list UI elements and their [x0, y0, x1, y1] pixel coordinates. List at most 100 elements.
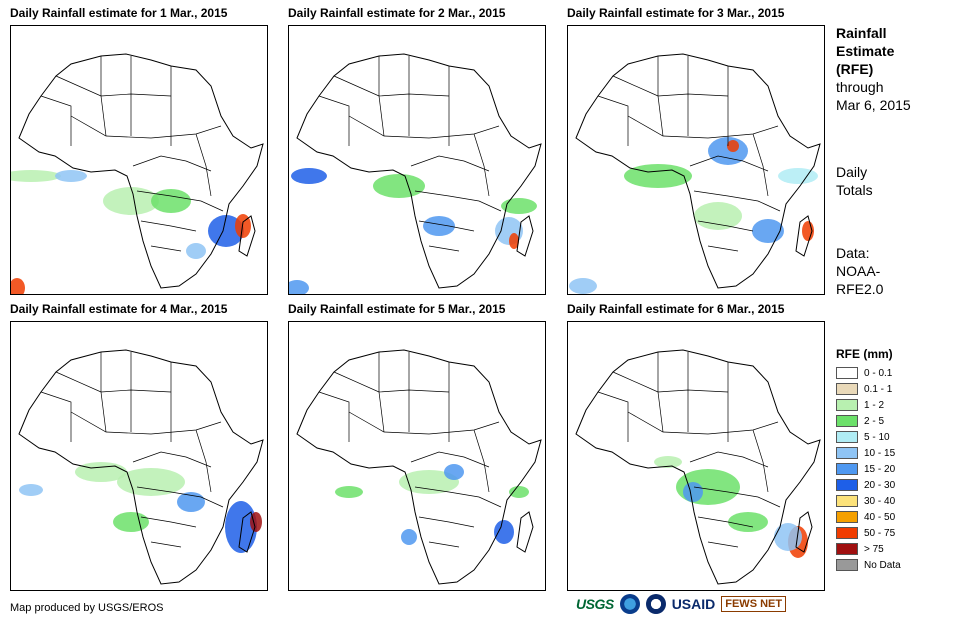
rainfall-area [401, 529, 417, 545]
country-border [150, 541, 182, 548]
heading-line: Estimate [836, 43, 895, 59]
country-border [418, 220, 475, 232]
country-border [195, 429, 212, 493]
country-border [752, 429, 769, 493]
country-border [473, 429, 490, 493]
madagascar-outline [795, 511, 813, 553]
africa-coastline [575, 53, 821, 289]
country-border [348, 411, 500, 435]
legend-swatch [836, 543, 858, 555]
legend-item: 20 - 30 [836, 477, 901, 493]
madagascar-outline [516, 511, 534, 553]
country-border [348, 115, 500, 139]
country-border [414, 190, 502, 212]
country-border [627, 411, 779, 435]
legend-swatch [836, 447, 858, 459]
rainfall-area [55, 170, 87, 182]
legend-swatch [836, 399, 858, 411]
credit-text: Map produced by USGS/EROS [10, 602, 164, 614]
rainfall-area [373, 174, 425, 198]
panel-title: Daily Rainfall estimate for 3 Mar., 2015 [567, 6, 785, 20]
legend-item: 15 - 20 [836, 461, 901, 477]
rainfall-area [494, 520, 514, 544]
heading-line: (RFE) [836, 61, 874, 77]
legend-item: 10 - 15 [836, 445, 901, 461]
rainfall-map [288, 25, 546, 295]
noaa-logo-icon [619, 594, 640, 614]
country-border [689, 451, 769, 468]
legend-swatch [836, 431, 858, 443]
country-border [70, 115, 222, 139]
rainfall-area [11, 170, 61, 182]
country-border [378, 56, 385, 137]
madagascar-outline [516, 215, 534, 257]
country-border [414, 486, 502, 508]
country-border [697, 220, 754, 232]
panel-title: Daily Rainfall estimate for 2 Mar., 2015 [288, 6, 506, 20]
legend-swatch [836, 559, 858, 571]
africa-coastline [18, 349, 264, 585]
panel-title: Daily Rainfall estimate for 4 Mar., 2015 [10, 302, 228, 316]
usgs-logo: USGS [576, 596, 614, 612]
country-border [707, 541, 739, 548]
legend-item: 30 - 40 [836, 493, 901, 509]
rainfall-area [752, 219, 784, 243]
country-border [693, 486, 781, 508]
fews-net-logo: FEWS NET [721, 596, 787, 612]
rainfall-area [291, 168, 327, 184]
madagascar-outline [238, 215, 256, 257]
rainfall-area [569, 278, 597, 294]
usaid-seal-icon [645, 594, 666, 614]
country-border [136, 190, 224, 212]
country-border [410, 451, 490, 468]
legend-label: 15 - 20 [864, 463, 896, 475]
legend-swatch [836, 479, 858, 491]
legend-label: 5 - 10 [864, 431, 890, 443]
rainfall-area [235, 214, 251, 238]
usaid-logo: USAID [671, 596, 716, 612]
rainfall-map [10, 321, 268, 591]
country-border [318, 391, 350, 442]
panel-title: Daily Rainfall estimate for 5 Mar., 2015 [288, 302, 506, 316]
legend-title: RFE (mm) [836, 347, 893, 361]
africa-coastline [575, 349, 821, 585]
rainfall-area [11, 278, 25, 294]
rainfall-area [509, 233, 519, 249]
madagascar-outline [795, 215, 813, 257]
legend-label: 30 - 40 [864, 495, 896, 507]
country-border [100, 352, 107, 433]
country-border [195, 133, 212, 197]
country-border [132, 451, 212, 468]
rainfall-area [444, 464, 464, 480]
rainfall-area [501, 198, 537, 214]
data-line: NOAA- [836, 263, 881, 279]
country-border [657, 56, 664, 137]
data-line: Data: [836, 245, 870, 261]
legend-swatch [836, 463, 858, 475]
date-label: Mar 6, 2015 [836, 97, 911, 113]
legend-label: 0.1 - 1 [864, 383, 893, 395]
legend-label: 10 - 15 [864, 447, 896, 459]
rainfall-area [177, 492, 205, 512]
rainfall-map [567, 25, 825, 295]
sidebar-heading: Rainfall Estimate (RFE) through Mar 6, 2… [836, 24, 911, 114]
country-border [100, 56, 107, 137]
country-border [150, 245, 182, 252]
country-border [318, 95, 350, 146]
country-border [140, 516, 197, 528]
country-border [473, 133, 490, 197]
country-border [612, 371, 729, 393]
country-border [140, 220, 197, 232]
rainfall-area [19, 484, 43, 496]
madagascar-outline [238, 511, 256, 553]
country-border [689, 155, 769, 172]
country-border [418, 516, 475, 528]
data-line: RFE2.0 [836, 281, 884, 297]
country-border [40, 391, 72, 442]
legend-item: 5 - 10 [836, 429, 901, 445]
panel-title: Daily Rainfall estimate for 6 Mar., 2015 [567, 302, 785, 316]
legend-swatch [836, 527, 858, 539]
country-border [707, 245, 739, 252]
rainfall-area [509, 486, 529, 498]
country-border [697, 516, 754, 528]
